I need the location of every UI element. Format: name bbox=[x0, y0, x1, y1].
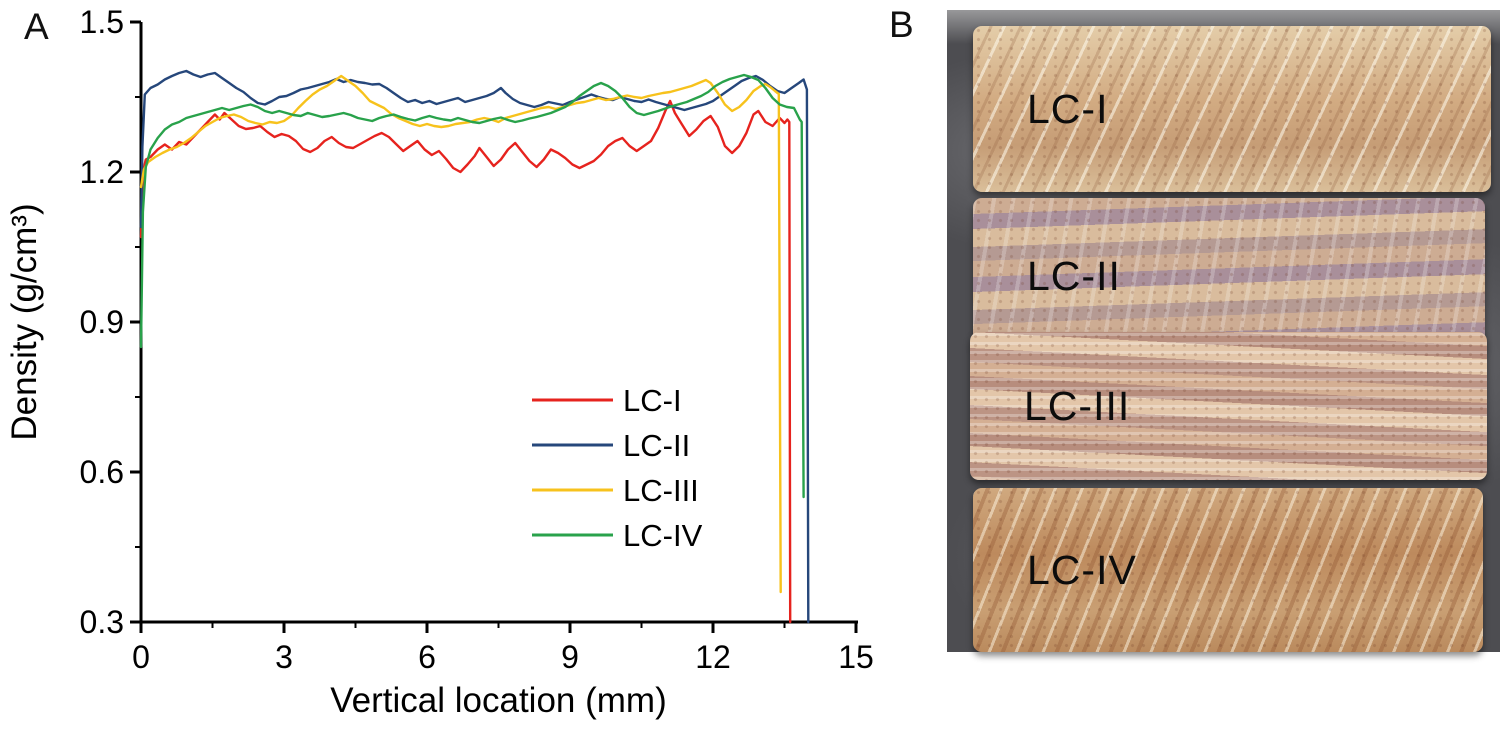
density-line-chart: 0.3 0.6 0.9 1.2 1.5 0 3 6 9 12 15 Vertical location… bbox=[5, 4, 874, 720]
svg-text:0.6: 0.6 bbox=[80, 454, 124, 490]
sample-label-lc-3: LC-III bbox=[1024, 382, 1131, 429]
sample-block-lc-1: LC-I bbox=[973, 26, 1491, 192]
svg-text:LC-III: LC-III bbox=[623, 473, 699, 508]
svg-text:9: 9 bbox=[561, 639, 579, 675]
svg-text:12: 12 bbox=[695, 639, 731, 675]
svg-text:1.5: 1.5 bbox=[80, 4, 124, 40]
svg-text:15: 15 bbox=[838, 639, 874, 675]
panel-b-label: B bbox=[889, 4, 914, 45]
svg-text:Vertical location (mm): Vertical location (mm) bbox=[330, 681, 666, 720]
bamboo-samples-photo: LC-I LC-II LC-III LC-IV bbox=[947, 10, 1500, 652]
svg-text:Density (g/cm³): Density (g/cm³) bbox=[5, 203, 44, 440]
sample-block-lc-3: LC-III bbox=[970, 332, 1487, 480]
svg-text:0: 0 bbox=[132, 639, 150, 675]
sample-block-lc-2: LC-II bbox=[973, 198, 1485, 354]
sample-label-lc-1: LC-I bbox=[1027, 85, 1109, 132]
svg-text:6: 6 bbox=[418, 639, 436, 675]
svg-text:LC-I: LC-I bbox=[623, 383, 682, 418]
sample-block-lc-4: LC-IV bbox=[973, 488, 1483, 652]
svg-text:1.2: 1.2 bbox=[80, 154, 124, 190]
sample-label-lc-2: LC-II bbox=[1027, 252, 1121, 299]
svg-text:LC-II: LC-II bbox=[623, 428, 690, 463]
svg-text:3: 3 bbox=[275, 639, 293, 675]
svg-text:0.9: 0.9 bbox=[80, 304, 124, 340]
svg-text:0.3: 0.3 bbox=[80, 604, 124, 640]
svg-text:LC-IV: LC-IV bbox=[623, 518, 703, 553]
sample-label-lc-4: LC-IV bbox=[1027, 546, 1137, 593]
panel-a-label: A bbox=[24, 6, 49, 47]
